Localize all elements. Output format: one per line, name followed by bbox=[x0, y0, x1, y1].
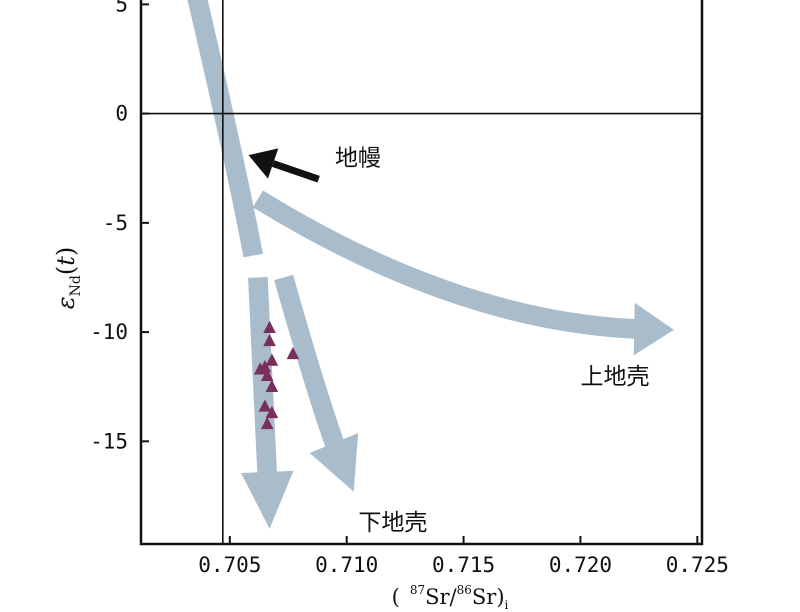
annotation-lower-crust: 下地壳 bbox=[358, 510, 427, 536]
y-tick-label: -10 bbox=[90, 320, 128, 344]
y-tick-label: -5 bbox=[103, 211, 128, 235]
data-point bbox=[258, 399, 272, 412]
trend-upper bbox=[252, 190, 651, 340]
x-axis-label-sup2: 86 bbox=[457, 583, 472, 597]
data-point bbox=[286, 346, 300, 360]
trend-lower-a bbox=[248, 276, 278, 496]
data-point bbox=[253, 362, 267, 375]
data-point bbox=[265, 353, 279, 366]
y-axis-label-sym: ε bbox=[52, 296, 80, 309]
y-tick-label: 5 bbox=[115, 0, 128, 16]
y-axis-label-open: ( bbox=[52, 266, 80, 275]
x-axis-ticks: 0.705 0.710 0.715 0.720 0.725 bbox=[198, 536, 729, 577]
trend-lower-a-arrowhead bbox=[241, 470, 294, 529]
x-tick-label: 0.725 bbox=[666, 553, 729, 577]
y-axis-ticks: 5 0 -5 -10 -15 bbox=[90, 0, 149, 453]
trend-mantle bbox=[187, 0, 263, 258]
x-tick-label: 0.715 bbox=[432, 553, 495, 577]
x-axis-label-open: ( bbox=[392, 585, 400, 609]
data-point bbox=[265, 405, 279, 419]
pointer-head bbox=[248, 148, 279, 179]
data-points bbox=[253, 320, 300, 430]
data-point bbox=[263, 320, 276, 333]
x-tick-label: 0.705 bbox=[198, 553, 261, 577]
data-point bbox=[265, 379, 279, 392]
y-axis-label: εNd(t) bbox=[52, 247, 84, 310]
data-point bbox=[260, 416, 274, 430]
data-point bbox=[260, 368, 274, 382]
y-axis-label-var: t bbox=[52, 256, 80, 266]
x-axis-label: (87Sr/86Sr)i bbox=[392, 583, 509, 612]
x-axis-label-sup1: 87 bbox=[410, 583, 425, 597]
x-axis-label-t1: Sr/ bbox=[425, 585, 457, 609]
trend-upper-arrowhead bbox=[633, 302, 674, 356]
x-axis-label-t2: Sr) bbox=[472, 585, 505, 609]
mantle-pointer bbox=[248, 148, 320, 183]
y-axis-label-close: ) bbox=[52, 247, 80, 256]
reference-lines bbox=[141, 0, 702, 544]
plot-frame bbox=[139, 0, 704, 546]
x-tick-label: 0.710 bbox=[315, 553, 378, 577]
trend-lower-b-arrowhead bbox=[309, 433, 359, 492]
y-tick-label: -15 bbox=[90, 429, 128, 453]
x-tick-label: 0.720 bbox=[549, 553, 612, 577]
y-tick-label: 0 bbox=[115, 102, 128, 126]
annotation-upper-crust: 上地壳 bbox=[580, 364, 649, 390]
data-point bbox=[263, 333, 276, 347]
pointer-shaft bbox=[271, 160, 320, 183]
x-axis-label-sub: i bbox=[505, 598, 509, 612]
y-axis-label-sub: Nd bbox=[68, 275, 84, 296]
annotation-mantle: 地幔 bbox=[335, 145, 381, 171]
